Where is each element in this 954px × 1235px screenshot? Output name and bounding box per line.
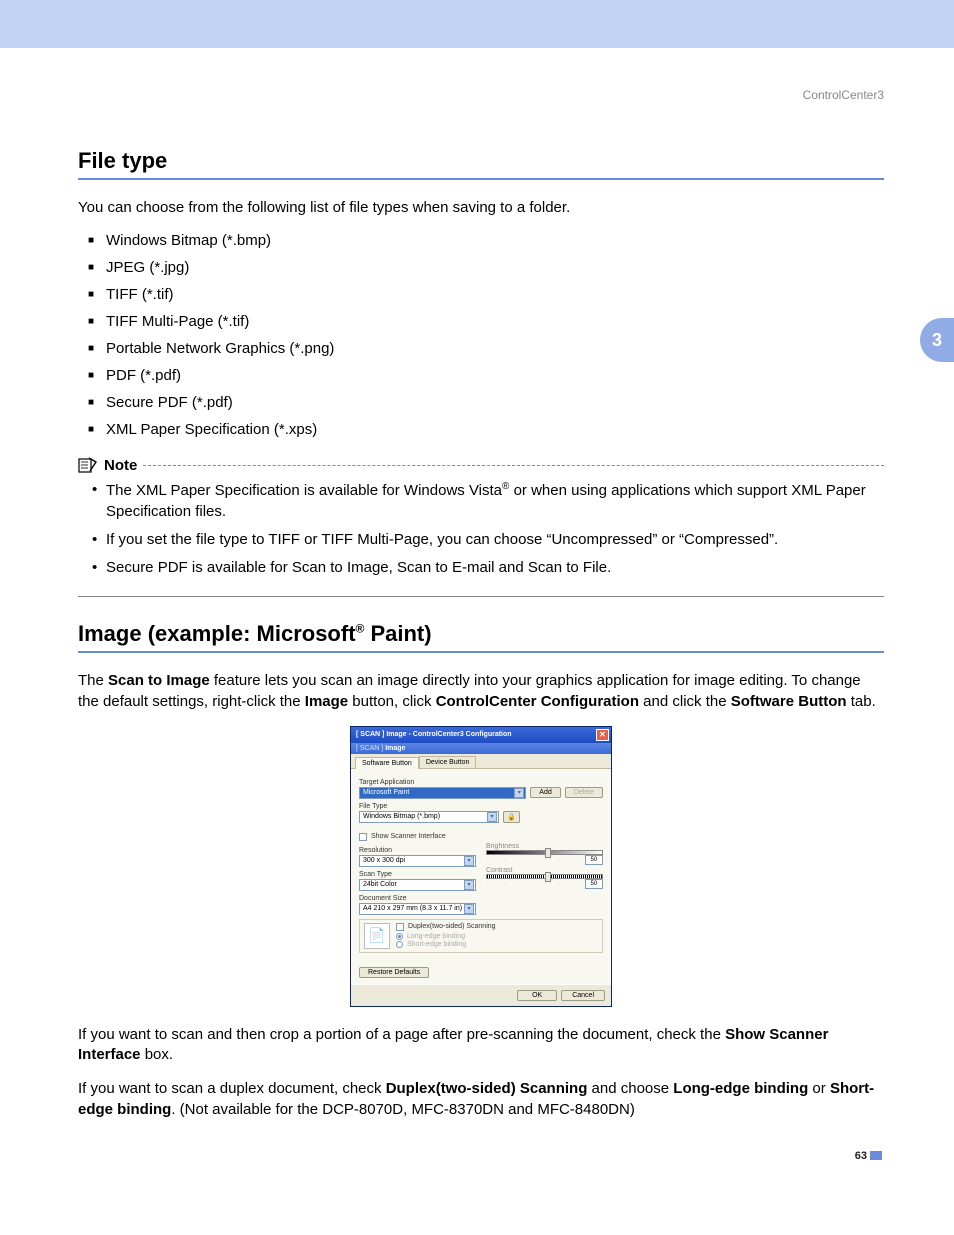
image-para-1: The Scan to Image feature lets you scan … [78, 671, 884, 712]
dialog-subbar: [ SCAN ] Image [351, 743, 611, 754]
note-icon [78, 456, 98, 474]
chevron-down-icon: ▾ [487, 812, 497, 822]
add-button[interactable]: Add [530, 787, 560, 798]
target-app-dropdown[interactable]: Microsoft Paint ▾ [359, 787, 526, 799]
dialog-title: [ SCAN ] Image - ControlCenter3 Configur… [356, 731, 512, 738]
list-item: PDF (*.pdf) [78, 367, 884, 384]
show-scanner-label: Show Scanner Interface [371, 833, 446, 840]
chapter-tab: 3 [920, 318, 954, 362]
note-item: The XML Paper Specification is available… [78, 480, 884, 522]
section-title-image: Image (example: Microsoft® Paint) [78, 621, 884, 653]
page-number: 63 [855, 1150, 867, 1162]
page-number-wrap: 63 [78, 1150, 884, 1162]
chevron-down-icon: ▾ [464, 856, 474, 866]
show-scanner-checkbox[interactable] [359, 833, 367, 841]
note-label: Note [104, 457, 137, 474]
close-icon[interactable]: ✕ [596, 729, 609, 741]
chevron-down-icon: ▾ [464, 880, 474, 890]
delete-button[interactable]: Delete [565, 787, 603, 798]
target-app-label: Target Application [359, 779, 603, 786]
short-edge-radio[interactable] [396, 941, 403, 948]
note-item: If you set the file type to TIFF or TIFF… [78, 530, 884, 550]
tab-software-button[interactable]: Software Button [355, 757, 419, 769]
chapter-number: 3 [932, 330, 942, 351]
file-type-list: Windows Bitmap (*.bmp) JPEG (*.jpg) TIFF… [78, 232, 884, 438]
list-item: Portable Network Graphics (*.png) [78, 340, 884, 357]
note-divider [143, 465, 884, 466]
contrast-value[interactable]: 50 [585, 879, 603, 889]
list-item: TIFF Multi-Page (*.tif) [78, 313, 884, 330]
chevron-down-icon: ▾ [464, 904, 474, 914]
brightness-value[interactable]: 50 [585, 855, 603, 865]
image-para-2: If you want to scan and then crop a port… [78, 1025, 884, 1066]
scan-type-label: Scan Type [359, 871, 476, 878]
scan-type-dropdown[interactable]: 24bit Color ▾ [359, 879, 476, 891]
image-para-3: If you want to scan a duplex document, c… [78, 1079, 884, 1120]
list-item: Windows Bitmap (*.bmp) [78, 232, 884, 249]
file-type-label: File Type [359, 803, 603, 810]
header-label: ControlCenter3 [78, 88, 884, 102]
list-item: JPEG (*.jpg) [78, 259, 884, 276]
doc-size-label: Document Size [359, 895, 476, 902]
restore-defaults-button[interactable]: Restore Defaults [359, 967, 429, 978]
doc-size-dropdown[interactable]: A4 210 x 297 mm (8.3 x 11.7 in) ▾ [359, 903, 476, 915]
file-type-intro: You can choose from the following list o… [78, 198, 884, 218]
list-item: XML Paper Specification (*.xps) [78, 421, 884, 438]
duplex-label: Duplex(two-sided) Scanning [408, 923, 496, 930]
long-edge-radio[interactable] [396, 933, 403, 940]
lock-button[interactable]: 🔒 [503, 811, 520, 823]
list-item: Secure PDF (*.pdf) [78, 394, 884, 411]
tab-device-button[interactable]: Device Button [419, 756, 477, 768]
file-type-dropdown[interactable]: Windows Bitmap (*.bmp) ▾ [359, 811, 499, 823]
duplex-checkbox[interactable] [396, 923, 404, 931]
long-edge-label: Long-edge binding [407, 933, 465, 940]
contrast-slider[interactable] [486, 874, 603, 879]
chevron-down-icon: ▾ [514, 788, 524, 798]
resolution-label: Resolution [359, 847, 476, 854]
section-title-file-type: File type [78, 148, 884, 180]
note-item: Secure PDF is available for Scan to Imag… [78, 558, 884, 578]
ok-button[interactable]: OK [517, 990, 557, 1001]
list-item: TIFF (*.tif) [78, 286, 884, 303]
duplex-icon: 📄 [364, 923, 390, 949]
note-block: Note The XML Paper Specification is avai… [78, 456, 884, 597]
short-edge-label: Short-edge binding [407, 941, 466, 948]
config-dialog: [ SCAN ] Image - ControlCenter3 Configur… [350, 726, 612, 1007]
dialog-titlebar[interactable]: [ SCAN ] Image - ControlCenter3 Configur… [351, 727, 611, 743]
note-list: The XML Paper Specification is available… [78, 480, 884, 597]
brightness-slider[interactable] [486, 850, 603, 855]
top-bar [0, 0, 954, 48]
resolution-dropdown[interactable]: 300 x 300 dpi ▾ [359, 855, 476, 867]
cancel-button[interactable]: Cancel [561, 990, 605, 1001]
